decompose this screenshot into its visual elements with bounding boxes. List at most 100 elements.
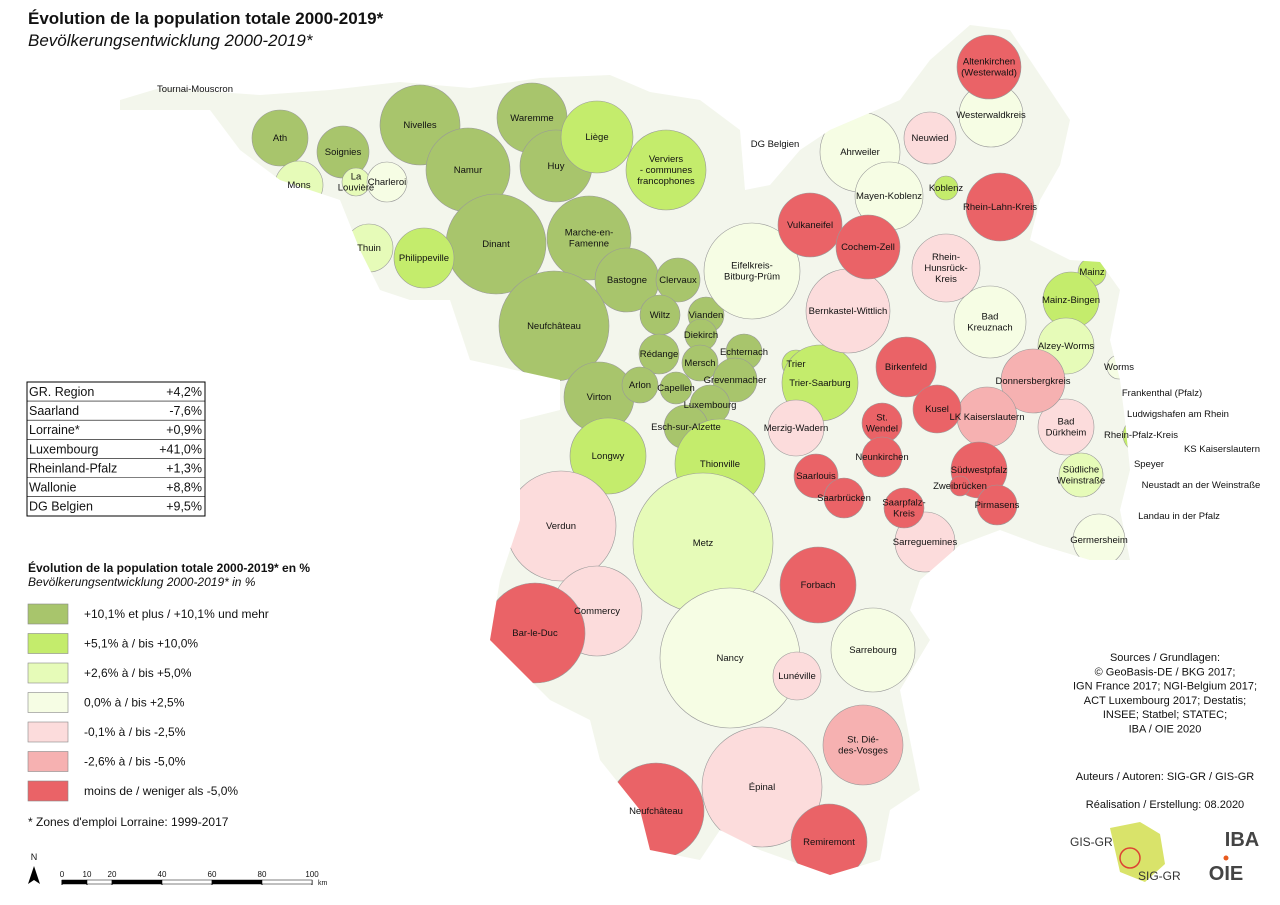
scale-label: 20 bbox=[108, 870, 117, 879]
region-label: Ahrweiler bbox=[840, 147, 880, 158]
region-label: Namur bbox=[454, 165, 483, 176]
region-label: Rhein-Lahn-Kreis bbox=[963, 202, 1037, 213]
region bbox=[560, 100, 634, 174]
region-label: LK Kaiserslautern bbox=[950, 412, 1025, 423]
region bbox=[621, 366, 659, 404]
region-label: Vulkaneifel bbox=[787, 220, 833, 231]
scale-segment bbox=[61, 879, 88, 885]
region-labels: Ath Soignies Nivelles Waremme Namur Huy Dinant… bbox=[157, 57, 1260, 849]
region-label: La Louvière bbox=[338, 172, 374, 194]
logo-dot bbox=[1223, 855, 1229, 861]
legend-subtitle: Bevölkerungsentwicklung 2000-2019* in % bbox=[28, 575, 256, 589]
scale-segment bbox=[261, 879, 313, 885]
region-label: Metz bbox=[693, 538, 714, 549]
region bbox=[823, 477, 865, 519]
region bbox=[777, 192, 843, 258]
scale-segment bbox=[161, 879, 213, 885]
region-label: Donnersbergkreis bbox=[996, 376, 1071, 387]
region-label: Remiremont bbox=[803, 837, 855, 848]
legend-label: +5,1% à / bis +10,0% bbox=[84, 637, 198, 651]
table-cell: Saarland bbox=[29, 404, 79, 418]
region bbox=[251, 109, 309, 167]
legend-label: -0,1% à / bis -2,5% bbox=[84, 725, 186, 739]
scale-label: 100 bbox=[305, 870, 319, 879]
region-label: Lunéville bbox=[778, 671, 816, 682]
source-line: INSEE; Statbel; STATEC; bbox=[1103, 709, 1227, 721]
region-label: Thionville bbox=[700, 459, 740, 470]
region-label: Soignies bbox=[325, 147, 362, 158]
region-label: Verdun bbox=[546, 521, 576, 532]
table-border bbox=[26, 381, 206, 517]
region-label: Tournai-Mouscron bbox=[157, 84, 233, 95]
region-label: Thuin bbox=[357, 243, 381, 254]
region-label: Neunkirchen bbox=[855, 452, 908, 463]
region-label: Trier bbox=[786, 359, 805, 370]
table-cell: -7,6% bbox=[169, 404, 202, 418]
region-label: Saarbrücken bbox=[817, 493, 871, 504]
region bbox=[767, 399, 825, 457]
table-cell: +4,2% bbox=[166, 385, 202, 399]
region-label: Huy bbox=[548, 161, 565, 172]
summary-table: GR. Region +4,2% Saarland -7,6% Lorraine* +0,… bbox=[26, 381, 206, 517]
region-label: Mons bbox=[287, 180, 310, 191]
region-label: Birkenfeld bbox=[885, 362, 927, 373]
logo-sig-text: SIG-GR bbox=[1138, 869, 1181, 883]
region-label: Kusel bbox=[925, 404, 949, 415]
table-cell: GR. Region bbox=[29, 385, 94, 399]
region-label: Philippeville bbox=[399, 253, 449, 264]
region-label: Neufchâteau bbox=[527, 321, 581, 332]
legend-title: Évolution de la population totale 2000-2… bbox=[28, 560, 310, 575]
region-label: Sarreguemines bbox=[893, 537, 958, 548]
source-line: © GeoBasis-DE / BKG 2017; bbox=[1095, 666, 1236, 678]
region-label: Nancy bbox=[717, 653, 744, 664]
logo-gis-text: GIS-GR bbox=[1070, 835, 1113, 849]
legend-swatch bbox=[27, 692, 69, 713]
region-label: Charleroi bbox=[368, 177, 407, 188]
region-label: Landau in der Pfalz bbox=[1138, 511, 1220, 522]
legend-swatch bbox=[27, 662, 69, 684]
region-label: Bar-le-Duc bbox=[512, 628, 558, 639]
region bbox=[861, 436, 903, 478]
region-label: Diekirch bbox=[684, 330, 718, 341]
logo-target bbox=[1119, 847, 1141, 869]
region-label: Vianden bbox=[689, 310, 724, 321]
region bbox=[976, 484, 1018, 526]
region-label: Pirmasens bbox=[975, 500, 1020, 511]
legend-label: -2,6% à / bis -5,0% bbox=[84, 755, 186, 769]
region bbox=[1058, 452, 1104, 498]
table-cell: Luxembourg bbox=[29, 442, 99, 456]
source-line: IGN France 2017; NGI-Belgium 2017; bbox=[1073, 681, 1257, 693]
region-label: Waremme bbox=[510, 113, 553, 124]
region-label: Saarpfalz-Kreis bbox=[882, 498, 925, 520]
region bbox=[790, 803, 868, 875]
legend: +10,1% et plus / +10,1% und mehr +5,1% à … bbox=[27, 603, 269, 802]
region-label: Eifelkreis-Bitburg-Prüm bbox=[724, 261, 780, 283]
logo-gis: GIS-GR SIG-GR bbox=[1070, 822, 1181, 883]
logo-oie: OIE bbox=[1209, 863, 1243, 885]
region bbox=[830, 607, 916, 693]
region-label: Frankenthal (Pfalz) bbox=[1122, 388, 1202, 399]
region-label: Worms bbox=[1104, 362, 1134, 373]
region-label: Bastogne bbox=[607, 275, 647, 286]
region bbox=[835, 214, 901, 280]
region-label: Alzey-Worms bbox=[1038, 341, 1095, 352]
legend-label: 0,0% à / bis +2,5% bbox=[84, 696, 185, 710]
legend-label: moins de / weniger als -5,0% bbox=[84, 784, 238, 798]
realisation: Réalisation / Erstellung: 08.2020 bbox=[1086, 799, 1244, 811]
region-label: Ludwigshafen am Rhein bbox=[1127, 409, 1229, 420]
region-label: Bad Dürkheim bbox=[1046, 417, 1087, 439]
region-label: Esch-sur-Alzette bbox=[651, 422, 721, 433]
region bbox=[659, 371, 693, 405]
scale-segment bbox=[111, 879, 163, 885]
region-label: Germersheim bbox=[1070, 535, 1128, 546]
region bbox=[911, 233, 981, 303]
scale-segment bbox=[86, 879, 113, 885]
region-label: Südliche Weinstraße bbox=[1057, 465, 1105, 487]
region-label: Rhein-Hunsrück-Kreis bbox=[924, 252, 967, 285]
north-label: N bbox=[31, 852, 38, 862]
region bbox=[965, 172, 1035, 242]
region-label: Zweibrücken bbox=[933, 481, 987, 492]
region-label: KS Kaiserslautern bbox=[1184, 444, 1260, 455]
region-label: Speyer bbox=[1134, 459, 1164, 470]
